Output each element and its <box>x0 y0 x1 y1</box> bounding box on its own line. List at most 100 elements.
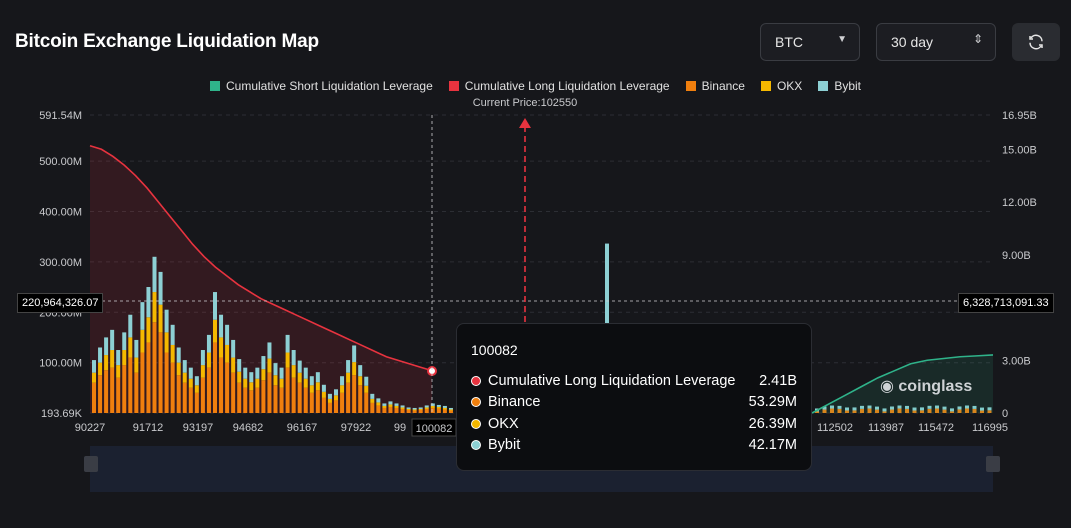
binance-bar <box>225 362 230 413</box>
binance-bar <box>980 410 984 413</box>
bybit-bar <box>448 407 453 410</box>
okx-bar <box>418 408 423 410</box>
binance-bar <box>436 408 441 413</box>
bybit-bar <box>315 372 320 383</box>
binance-bar <box>170 362 175 413</box>
brand-watermark: ◉ coinglass <box>880 378 973 395</box>
tooltip-series-value: 26.39M <box>748 415 797 432</box>
bybit-bar <box>935 405 939 409</box>
binance-bar <box>860 408 864 413</box>
legend-item[interactable]: Bybit <box>818 79 861 93</box>
bybit-bar <box>158 271 163 305</box>
bybit-bar <box>225 324 230 345</box>
tooltip-series-value: 2.41B <box>759 372 797 389</box>
bybit-bar <box>110 329 115 351</box>
okx-bar <box>134 357 139 373</box>
okx-bar <box>158 304 163 333</box>
okx-bar <box>448 409 453 411</box>
binance-bar <box>830 408 834 413</box>
binance-bar <box>92 382 96 413</box>
coin-select-value: BTC <box>775 34 803 50</box>
bybit-bar <box>243 367 248 379</box>
legend-item[interactable]: Cumulative Short Liquidation Leverage <box>209 79 433 93</box>
binance-bar <box>430 407 435 413</box>
x-tick-label: 93197 <box>183 422 214 434</box>
binance-bar <box>972 408 977 413</box>
binance-bar <box>273 385 278 413</box>
okx-bar <box>152 292 157 323</box>
legend-item[interactable]: Binance <box>685 79 745 93</box>
binance-bar <box>152 322 157 413</box>
binance-bar <box>382 407 387 413</box>
bybit-bar <box>164 309 169 333</box>
okx-bar <box>122 350 127 366</box>
bybit-bar <box>213 292 217 320</box>
okx-bar <box>400 407 405 409</box>
binance-bar <box>927 408 932 413</box>
binance-bar <box>303 387 308 413</box>
refresh-button[interactable] <box>1012 23 1060 61</box>
x-tick-label: 112502 <box>817 422 853 434</box>
range-slider-left-handle <box>84 456 98 472</box>
short-liquidation-line <box>811 354 994 414</box>
bybit-bar <box>267 342 272 359</box>
okx-bar <box>170 344 175 363</box>
okx-bar <box>321 391 326 398</box>
bybit-bar <box>134 339 139 358</box>
okx-bar <box>364 385 369 393</box>
okx-bar <box>231 357 236 373</box>
bybit-bar <box>321 384 326 392</box>
bybit-bar <box>237 359 242 372</box>
okx-bar <box>116 365 121 378</box>
bybit-bar <box>867 405 872 409</box>
okx-bar <box>213 319 217 343</box>
bybit-bar <box>309 376 314 386</box>
legend-item[interactable]: OKX <box>760 79 803 93</box>
bybit-bar <box>376 398 381 403</box>
bybit-bar <box>273 363 278 376</box>
legend-item[interactable]: Cumulative Long Liquidation Leverage <box>448 79 670 93</box>
binance-bar <box>418 409 423 413</box>
okx-bar <box>327 398 332 403</box>
range-select-value: 30 day <box>891 34 934 50</box>
okx-bar <box>128 337 133 358</box>
crosshair-x-value: 100082 <box>416 423 453 435</box>
legend-label: OKX <box>776 79 803 93</box>
y-right-tick-label: 0 <box>1002 408 1008 420</box>
bybit-bar <box>905 405 909 409</box>
binance-bar <box>182 382 187 413</box>
chevron-down-icon: ▼ <box>837 34 847 45</box>
x-tick-label: 90227 <box>75 422 106 434</box>
binance-bar <box>255 387 260 413</box>
bybit-bar <box>358 365 363 377</box>
tooltip-dot <box>471 375 481 386</box>
okx-bar <box>104 355 109 371</box>
binance-bar <box>128 357 133 413</box>
binance-bar <box>261 380 266 413</box>
bybit-bar <box>436 404 441 407</box>
tooltip-series-name: Bybit <box>488 437 521 454</box>
tooltip-dot <box>471 418 481 429</box>
legend-label: Binance <box>701 79 745 93</box>
long-liquidation-area <box>90 145 432 413</box>
tooltip-row: OKX 26.39M <box>471 413 797 435</box>
binance-bar <box>146 342 151 413</box>
binance-bar <box>448 410 453 413</box>
bybit-bar <box>176 347 181 363</box>
bybit-bar <box>152 256 157 293</box>
binance-bar <box>867 408 872 413</box>
binance-bar <box>394 407 399 413</box>
legend-swatch <box>448 81 459 91</box>
bybit-bar <box>382 403 387 406</box>
bybit-bar <box>170 324 175 345</box>
binance-bar <box>110 367 115 413</box>
binance-bar <box>942 409 947 413</box>
bybit-bar <box>285 334 290 353</box>
range-select[interactable]: 30 day ⇕ <box>876 23 996 61</box>
tooltip-series-name: Cumulative Long Liquidation Leverage <box>488 372 736 389</box>
binance-bar <box>340 392 345 413</box>
okx-bar <box>340 385 345 393</box>
bybit-bar <box>188 367 193 379</box>
okx-bar <box>243 378 248 388</box>
coin-select[interactable]: BTC ▼ <box>760 23 860 61</box>
